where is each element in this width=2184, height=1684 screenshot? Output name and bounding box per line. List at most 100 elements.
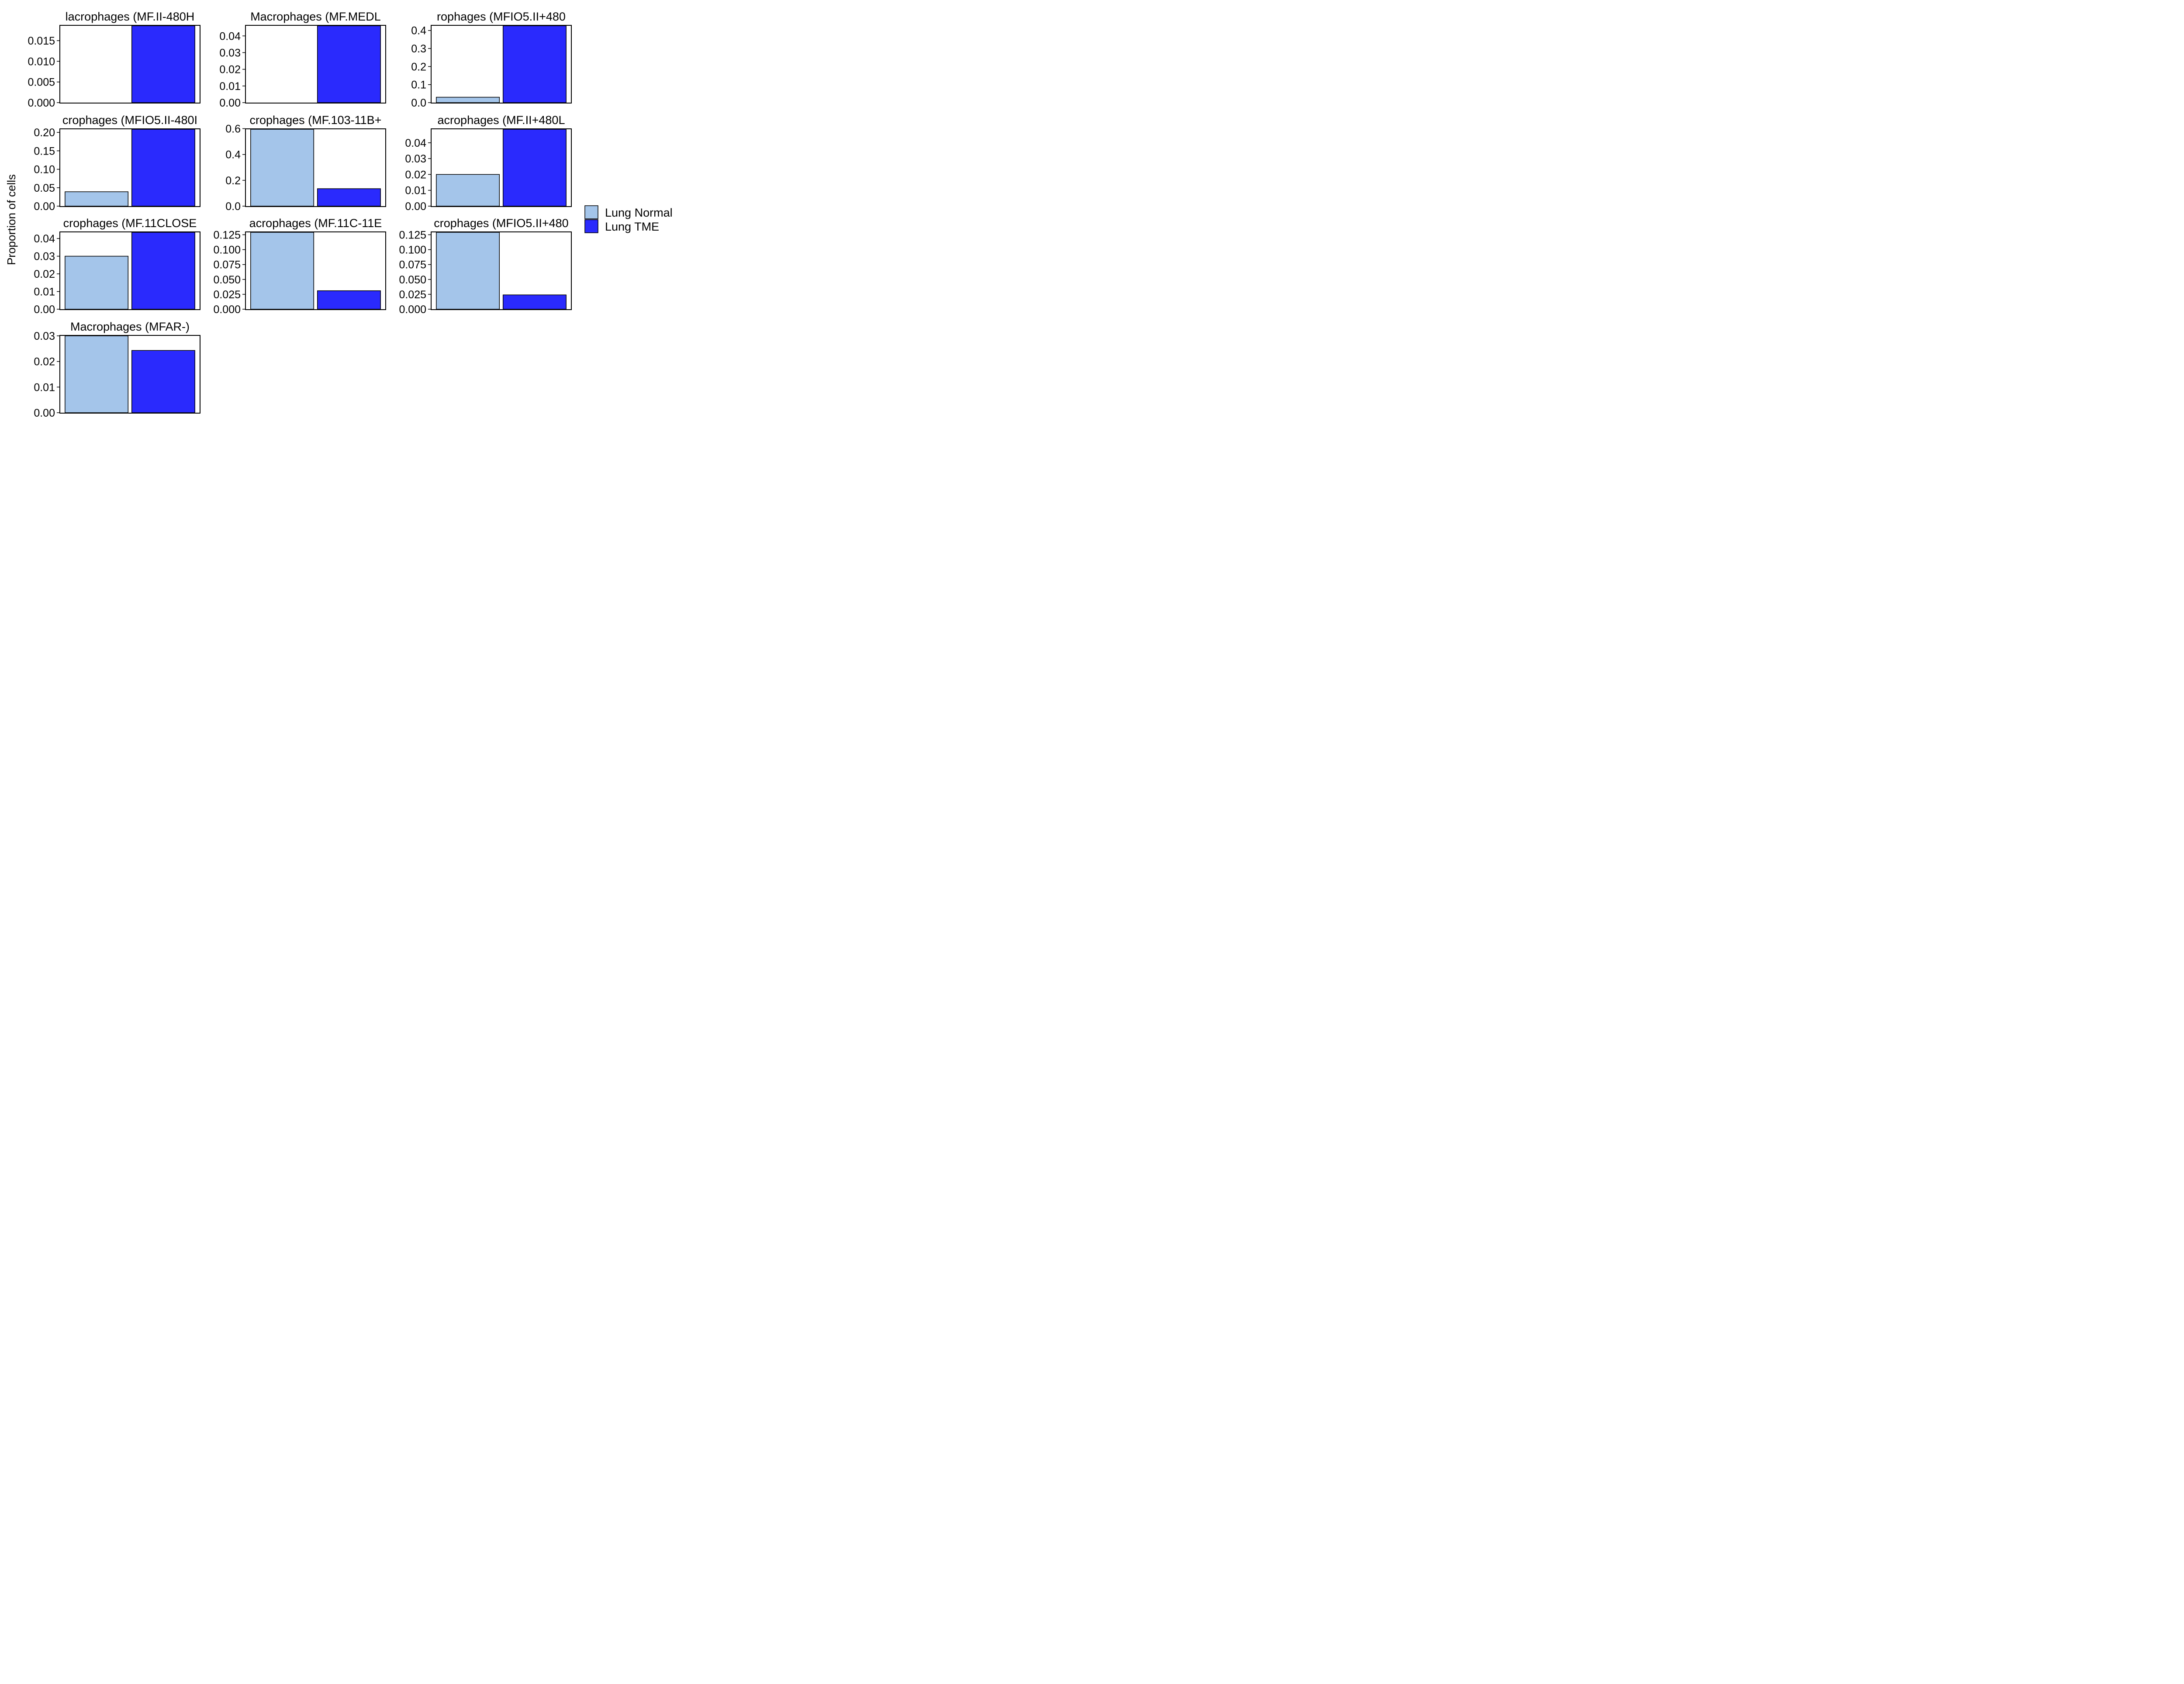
y-tick-label: 0.025 xyxy=(399,289,426,301)
y-tick-label: 0.04 xyxy=(219,30,241,42)
panel-border xyxy=(245,231,386,310)
y-tick-label: 0.02 xyxy=(34,268,55,280)
facet-panel-8: acrophages (MF.11C-11E 0.000 0.025 0.050 0.0… xyxy=(213,217,386,316)
y-tick-label: 0.010 xyxy=(28,55,55,68)
bar-lung-normal xyxy=(250,232,314,310)
y-tick-label: 0.03 xyxy=(34,330,55,342)
y-tick-label: 0.03 xyxy=(219,47,241,59)
bar-lung-tme xyxy=(131,350,195,413)
panel-border xyxy=(59,128,200,207)
bar-lung-normal xyxy=(436,232,500,310)
bar-lung-normal xyxy=(65,255,129,310)
y-tick-label: 0.1 xyxy=(411,79,426,91)
y-tick-label: 0.0 xyxy=(225,200,241,213)
y-tick-label: 0.00 xyxy=(34,200,55,213)
y-tick-label: 0.00 xyxy=(405,200,426,213)
legend-swatch-lung-tme xyxy=(584,219,598,233)
panel-border xyxy=(431,25,572,104)
facet-panel-5: crophages (MF.103-11B+ 0.0 0.2 0.4 0.6 xyxy=(225,114,386,213)
y-tick-label: 0.0 xyxy=(411,97,426,109)
y-tick-label: 0.15 xyxy=(34,145,55,157)
bar-lung-normal xyxy=(436,97,500,103)
bar-lung-tme xyxy=(131,129,195,207)
y-tick-label: 0.000 xyxy=(399,304,426,316)
bar-lung-tme xyxy=(131,232,195,310)
bar-lung-normal xyxy=(65,191,129,207)
y-tick-label: 0.05 xyxy=(34,182,55,194)
facet-panel-3: rophages (MFIO5.II+480 0.0 0.1 0.2 0.3 0.4 xyxy=(411,10,572,109)
bar-lung-normal xyxy=(436,174,500,207)
facet-title: lacrophages (MF.II-480H xyxy=(66,10,195,23)
facet-panel-6: acrophages (MF.II+480L 0.00 0.01 0.02 0.03 0.… xyxy=(405,114,572,213)
y-axis-label: Proportion of cells xyxy=(5,174,18,265)
y-tick-label: 0.4 xyxy=(411,25,426,37)
legend: Lung Normal Lung TME xyxy=(584,205,673,233)
y-tick-label: 0.000 xyxy=(213,304,241,316)
bar-lung-tme xyxy=(502,25,567,103)
y-tick-label: 0.01 xyxy=(219,80,241,93)
y-tick-label: 0.2 xyxy=(411,61,426,73)
y-tick-label: 0.075 xyxy=(213,259,241,271)
faceted-bar-chart: Proportion of cells lacrophages (MF.II-4… xyxy=(5,10,673,419)
y-tick-label: 0.01 xyxy=(34,381,55,393)
y-tick-label: 0.025 xyxy=(213,289,241,301)
facet-title: crophages (MF.103-11B+ xyxy=(250,114,382,127)
legend-swatch-lung-normal xyxy=(584,205,598,219)
y-tick-label: 0.000 xyxy=(28,97,55,109)
y-tick-label: 0.075 xyxy=(399,259,426,271)
y-tick-label: 0.050 xyxy=(399,274,426,286)
facet-panel-2: Macrophages (MF.MEDL 0.00 0.01 0.02 0.03 0.04 xyxy=(219,10,386,109)
y-tick-label: 0.01 xyxy=(34,286,55,298)
y-tick-label: 0.050 xyxy=(213,274,241,286)
y-tick-label: 0.03 xyxy=(34,251,55,263)
y-tick-label: 0.4 xyxy=(225,149,241,161)
y-tick-label: 0.00 xyxy=(219,97,241,109)
panel-border xyxy=(59,335,200,414)
panel-border xyxy=(245,25,386,104)
y-tick-label: 0.125 xyxy=(399,229,426,241)
facet-title: crophages (MFIO5.II+480 xyxy=(434,217,568,230)
bar-lung-tme xyxy=(317,188,381,207)
facet-panel-10: Macrophages (MFAR-) 0.00 0.01 0.02 0.03 xyxy=(34,320,200,419)
y-tick-label: 0.2 xyxy=(225,175,241,187)
y-tick-label: 0.02 xyxy=(34,356,55,368)
facet-panel-7: crophages (MF.11CLOSE 0.00 0.01 0.02 0.03 0.0… xyxy=(34,217,200,316)
facet-title: crophages (MFIO5.II-480I xyxy=(62,114,197,127)
bar-lung-tme xyxy=(502,129,567,207)
panel-border xyxy=(431,128,572,207)
bar-lung-tme xyxy=(131,25,195,103)
bar-lung-normal xyxy=(65,335,129,413)
facet-title: Macrophages (MFAR-) xyxy=(70,320,190,333)
y-tick-label: 0.04 xyxy=(405,137,426,149)
facet-title: Macrophages (MF.MEDL xyxy=(250,10,381,23)
panel-border xyxy=(59,25,200,104)
y-tick-label: 0.10 xyxy=(34,164,55,176)
y-tick-label: 0.04 xyxy=(34,233,55,245)
y-tick-label: 0.125 xyxy=(213,229,241,241)
facet-title: acrophages (MF.11C-11E xyxy=(249,217,382,230)
panel-border xyxy=(431,231,572,310)
facet-panels: lacrophages (MF.II-480H 0.000 0.005 0.010 0.… xyxy=(28,10,572,419)
y-tick-label: 0.100 xyxy=(213,244,241,256)
y-tick-label: 0.015 xyxy=(28,35,55,47)
facet-title: acrophages (MF.II+480L xyxy=(438,114,565,127)
panel-border xyxy=(59,231,200,310)
facet-panel-1: lacrophages (MF.II-480H 0.000 0.005 0.010 0.… xyxy=(28,10,200,109)
y-tick-label: 0.02 xyxy=(219,64,241,76)
facet-title: rophages (MFIO5.II+480 xyxy=(437,10,566,23)
y-tick-label: 0.01 xyxy=(405,185,426,197)
legend-label-lung-normal: Lung Normal xyxy=(605,206,673,219)
bar-lung-tme xyxy=(317,290,381,310)
facet-panel-4: crophages (MFIO5.II-480I 0.00 0.05 0.10 0.15… xyxy=(34,114,200,213)
y-tick-label: 0.02 xyxy=(405,169,426,181)
y-tick-label: 0.00 xyxy=(34,304,55,316)
facet-panel-9: crophages (MFIO5.II+480 0.000 0.025 0.050 0.… xyxy=(399,217,572,316)
y-tick-label: 0.20 xyxy=(34,127,55,139)
y-tick-label: 0.3 xyxy=(411,43,426,55)
y-tick-label: 0.00 xyxy=(34,407,55,419)
bar-lung-tme xyxy=(502,294,567,310)
bar-lung-normal xyxy=(250,129,314,207)
legend-label-lung-tme: Lung TME xyxy=(605,220,659,233)
panel-border xyxy=(245,128,386,207)
y-tick-label: 0.6 xyxy=(225,123,241,135)
